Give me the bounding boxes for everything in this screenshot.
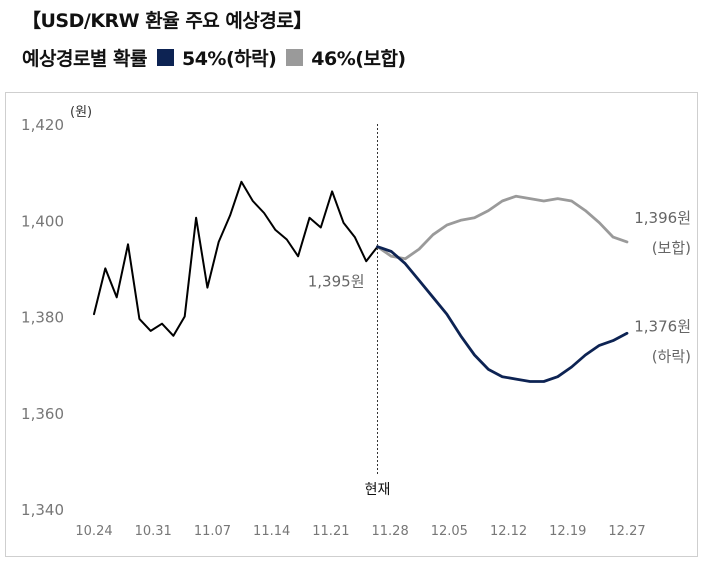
y-tick-label: 1,400: [21, 212, 64, 230]
y-tick-label: 1,380: [21, 309, 64, 327]
x-tick-label: 10.31: [135, 524, 172, 539]
legend-label-decline: 54%(하락): [181, 48, 277, 70]
y-tick-label: 1,360: [21, 405, 64, 423]
x-tick-label: 10.24: [75, 524, 112, 539]
y-tick-label: 1,420: [21, 116, 64, 134]
legend-swatch-flat: [286, 49, 304, 66]
annotation-flat-value: 1,396원: [634, 209, 691, 227]
x-tick-label: 12.05: [431, 524, 468, 539]
y-tick-label: 1,340: [21, 501, 64, 519]
x-tick-label: 11.14: [253, 524, 290, 539]
probability-legend: 예상경로별 확률 54%(하락) 46%(보합): [22, 44, 406, 71]
annotation-decline-value: 1,376원: [634, 317, 691, 335]
current-label: 현재: [365, 482, 391, 498]
y-axis-unit: (원): [70, 105, 92, 120]
series-line-decline: [376, 245, 629, 383]
x-tick-label: 12.12: [490, 524, 527, 539]
chart-frame: [5, 92, 698, 557]
probability-label: 예상경로별 확률: [22, 48, 147, 70]
legend-swatch-decline: [156, 49, 174, 66]
chart-title: 【USD/KRW 환율 주요 예상경로】: [22, 10, 312, 32]
annotation-decline-label: (하락): [652, 347, 691, 365]
x-tick-label: 12.19: [549, 524, 586, 539]
series-line-flat: [376, 194, 629, 261]
x-tick-label: 12.27: [608, 524, 645, 539]
x-tick-label: 11.21: [312, 524, 349, 539]
annotation-flat-label: (보합): [652, 239, 691, 257]
series-line-history: [93, 180, 379, 337]
x-tick-label: 11.28: [372, 524, 409, 539]
legend-label-flat: 46%(보합): [311, 48, 406, 70]
x-tick-label: 11.07: [194, 524, 231, 539]
annotation-current-value: 1,395원: [308, 273, 365, 291]
